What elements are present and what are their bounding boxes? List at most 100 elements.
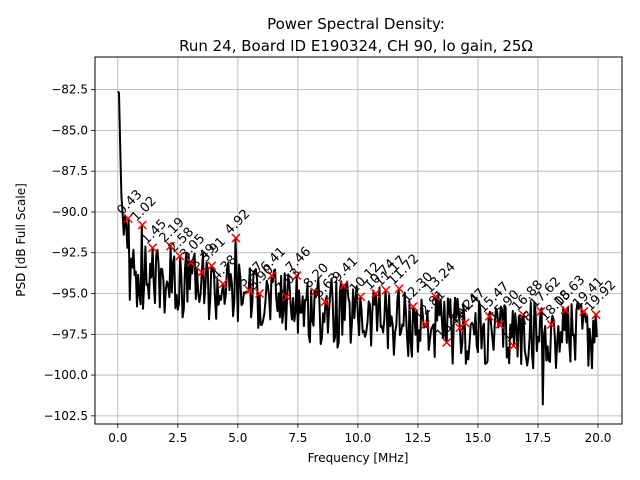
peak-marker-stroke <box>254 288 264 299</box>
peak-marker-stroke <box>381 285 391 295</box>
peak-marker <box>282 292 292 302</box>
peak-marker-stroke <box>560 305 570 315</box>
peak-marker <box>546 319 556 330</box>
peak-marker <box>339 280 349 290</box>
y-tick-label: −100.0 <box>44 368 88 382</box>
peak-marker <box>320 297 330 307</box>
peak-marker <box>231 233 241 243</box>
peak-marker <box>591 310 601 320</box>
peak-label: 7.46 <box>283 244 314 275</box>
peak-marker-stroke <box>371 288 381 299</box>
peak-marker-stroke <box>231 233 241 243</box>
x-axis-label: Frequency [MHz] <box>308 451 409 465</box>
peak-marker <box>420 319 430 330</box>
peak-marker <box>186 257 196 268</box>
peak-marker-stroke <box>431 292 441 302</box>
x-tick-label: 15.0 <box>465 431 492 445</box>
peak-marker-stroke <box>310 287 320 297</box>
peak-marker <box>536 306 546 316</box>
peak-marker-stroke <box>518 310 528 320</box>
x-tick-label: 2.5 <box>168 431 187 445</box>
peak-marker <box>254 288 264 299</box>
peak-marker-stroke <box>186 257 196 268</box>
peak-marker-stroke <box>197 267 207 277</box>
peak-marker-stroke <box>408 302 418 312</box>
y-tick-label: −102.5 <box>44 409 88 423</box>
peak-marker-stroke <box>320 297 330 307</box>
peak-marker-stroke <box>460 318 470 328</box>
peak-marker <box>207 261 217 271</box>
y-tick-label: −97.5 <box>51 327 88 341</box>
peak-marker-stroke <box>420 319 430 330</box>
peak-marker <box>484 311 494 321</box>
x-tick-label: 12.5 <box>405 431 432 445</box>
peak-marker-stroke <box>484 311 494 321</box>
chart-subtitle: Run 24, Board ID E190324, CH 90, lo gain… <box>179 37 533 55</box>
peak-marker-stroke <box>148 243 158 253</box>
x-tick-label: 10.0 <box>345 431 372 445</box>
y-axis-label: PSD [dB Full Scale] <box>14 183 28 297</box>
peak-marker <box>123 213 133 224</box>
x-tick-label: 0.0 <box>108 431 127 445</box>
peak-marker-stroke <box>508 341 519 351</box>
peak-marker <box>460 318 470 328</box>
peak-marker-stroke <box>123 213 133 224</box>
peak-marker <box>292 271 302 281</box>
peak-marker <box>442 337 452 347</box>
peak-marker <box>431 292 441 302</box>
plot-frame <box>94 56 623 425</box>
peak-marker-stroke <box>339 280 349 290</box>
peak-marker-stroke <box>495 319 505 330</box>
peak-marker-stroke <box>579 306 589 316</box>
x-tick-label: 17.5 <box>525 431 552 445</box>
peak-marker <box>197 267 207 277</box>
chart-title: Power Spectral Density: <box>267 15 445 33</box>
y-tick-label: −95.0 <box>51 287 88 301</box>
peak-marker <box>408 302 418 312</box>
peak-marker-stroke <box>292 271 302 281</box>
x-axis-ticks: 0.0 2.5 5.0 7.5 10.0 12.5 15.0 17.5 20.0 <box>108 424 611 445</box>
peak-marker <box>381 285 391 295</box>
x-tick-label: 20.0 <box>585 431 612 445</box>
peak-marker-stroke <box>137 220 147 230</box>
peak-marker <box>310 287 320 297</box>
peak-marker-stroke <box>165 241 175 251</box>
peak-marker <box>508 341 519 351</box>
y-tick-label: −85.0 <box>51 123 88 137</box>
peak-marker <box>244 285 254 295</box>
peak-marker-stroke <box>218 279 228 289</box>
peak-marker <box>495 319 505 330</box>
peak-marker <box>267 271 277 281</box>
peak-marker <box>579 306 589 316</box>
peak-marker <box>394 284 404 294</box>
peak-marker <box>518 310 528 320</box>
peak-marker-stroke <box>207 261 217 271</box>
peak-markers <box>123 213 601 351</box>
y-tick-label: −92.5 <box>51 246 88 260</box>
peak-marker <box>148 243 158 253</box>
peak-marker <box>356 292 366 302</box>
peak-marker <box>371 288 381 299</box>
y-axis-ticks: −82.5 −85.0 −87.5 −90.0 −92.5 −95.0 −97.5 −100.… <box>44 83 95 423</box>
peak-marker-stroke <box>394 284 404 294</box>
peak-marker <box>137 220 147 230</box>
peak-marker <box>560 305 570 315</box>
y-tick-label: −87.5 <box>51 164 88 178</box>
peak-marker <box>165 241 175 251</box>
peak-marker-stroke <box>267 271 277 281</box>
peak-marker-stroke <box>536 306 546 316</box>
peak-marker-stroke <box>282 292 292 302</box>
peak-marker-stroke <box>442 337 452 347</box>
x-tick-label: 7.5 <box>288 431 307 445</box>
peak-marker-stroke <box>175 251 185 261</box>
peak-marker <box>218 279 228 289</box>
peak-marker-stroke <box>546 319 556 330</box>
x-tick-label: 5.0 <box>228 431 247 445</box>
peak-marker-stroke <box>356 292 366 302</box>
peak-marker <box>175 251 185 261</box>
y-tick-label: −82.5 <box>51 83 88 97</box>
peak-marker-stroke <box>244 285 254 295</box>
grid <box>95 57 622 424</box>
peak-marker-stroke <box>591 310 601 320</box>
